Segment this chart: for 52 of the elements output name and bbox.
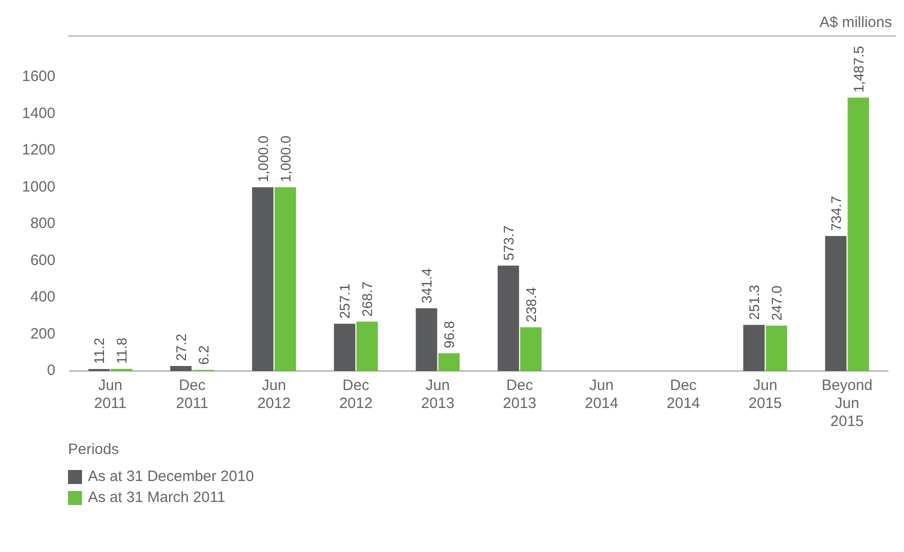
y-axis-title: A$ millions	[68, 8, 896, 37]
x-tick-label: Dec 2012	[339, 377, 373, 412]
bar	[170, 366, 192, 371]
x-axis-title: Periods	[68, 441, 120, 458]
data-label: 268.7	[359, 281, 376, 317]
y-tick-label: 1400	[22, 104, 56, 122]
x-tick-label: Dec 2014	[666, 377, 700, 412]
y-tick-label: 200	[30, 325, 56, 342]
bar	[252, 187, 274, 371]
y-tick-label: 1600	[22, 68, 56, 86]
data-label: 734.7	[828, 196, 844, 231]
data-label: 96.8	[441, 320, 458, 348]
bar	[274, 187, 296, 371]
x-tick-label: Beyond Jun 2015	[822, 377, 873, 430]
data-label: 573.7	[500, 225, 516, 261]
x-tick-label: Dec 2013	[502, 377, 536, 412]
data-label: 1,000.0	[277, 135, 294, 182]
bar	[848, 98, 870, 371]
bar	[743, 324, 765, 371]
bar	[825, 236, 847, 371]
bar	[498, 266, 520, 371]
data-label: 341.4	[418, 268, 434, 304]
data-label: 27.2	[172, 334, 189, 361]
y-tick-label: 1200	[22, 142, 56, 159]
x-tick-label: Jun 2014	[584, 377, 618, 412]
x-tick-label: Jun 2011	[94, 377, 126, 412]
y-tick-label: 1000	[22, 178, 56, 196]
data-label: 11.8	[114, 337, 130, 364]
data-label: 238.4	[522, 286, 539, 322]
bar	[766, 326, 788, 371]
data-label: 251.3	[746, 284, 762, 320]
x-tick-label: Jun 2013	[421, 377, 454, 412]
x-tick-label: Jun 2015	[748, 377, 782, 412]
bar	[334, 324, 356, 371]
data-label: 1,487.5	[850, 46, 866, 93]
legend-label: As at 31 March 2011	[88, 489, 226, 506]
data-label: 1,000.0	[254, 135, 271, 182]
x-tick-label: Dec 2011	[176, 377, 208, 412]
y-tick-label: 600	[30, 252, 56, 269]
legend-label: As at 31 December 2010	[88, 468, 254, 485]
data-label: 257.1	[336, 284, 353, 319]
bar	[520, 327, 542, 371]
y-tick-label: 0	[47, 362, 56, 380]
data-label: 247.0	[768, 285, 784, 321]
x-tick-label: Jun 2012	[257, 377, 291, 412]
bar	[438, 353, 460, 371]
data-label: 6.2	[195, 345, 212, 365]
bar	[356, 322, 378, 371]
data-label: 11.2	[91, 338, 108, 364]
y-tick-label: 400	[30, 288, 56, 306]
y-tick-label: 800	[30, 215, 56, 232]
bar	[416, 308, 438, 371]
